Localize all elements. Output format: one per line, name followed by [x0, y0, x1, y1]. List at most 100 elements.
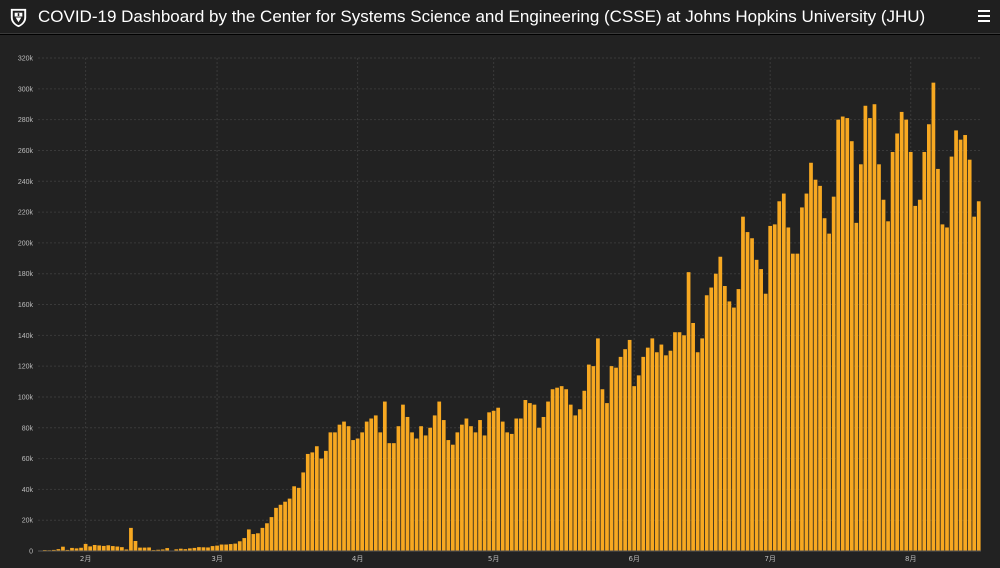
- bar[interactable]: [722, 286, 727, 551]
- bar[interactable]: [292, 486, 297, 551]
- bar[interactable]: [668, 350, 673, 551]
- bar[interactable]: [500, 421, 505, 551]
- bar[interactable]: [954, 130, 958, 551]
- bar[interactable]: [609, 366, 614, 552]
- bar[interactable]: [645, 347, 650, 551]
- bar[interactable]: [958, 139, 963, 551]
- bar[interactable]: [110, 546, 115, 551]
- bar[interactable]: [228, 544, 233, 551]
- bar[interactable]: [246, 529, 251, 551]
- bar[interactable]: [913, 205, 918, 551]
- bar[interactable]: [405, 416, 410, 551]
- bar[interactable]: [333, 432, 337, 551]
- hamburger-menu-icon[interactable]: [976, 7, 992, 25]
- bar[interactable]: [568, 404, 573, 551]
- bar[interactable]: [287, 498, 292, 551]
- bar[interactable]: [210, 546, 215, 551]
- bar[interactable]: [727, 301, 732, 551]
- bar[interactable]: [428, 427, 433, 551]
- bar[interactable]: [627, 339, 632, 551]
- bar[interactable]: [138, 547, 142, 551]
- bar[interactable]: [364, 421, 369, 551]
- bar[interactable]: [895, 133, 899, 551]
- bar[interactable]: [736, 289, 741, 551]
- bar[interactable]: [106, 545, 111, 551]
- bar[interactable]: [650, 338, 655, 551]
- bar[interactable]: [854, 222, 859, 551]
- bar[interactable]: [278, 504, 283, 551]
- bar[interactable]: [732, 307, 736, 551]
- bar[interactable]: [242, 538, 247, 551]
- bar[interactable]: [74, 548, 79, 551]
- bar[interactable]: [582, 390, 587, 551]
- bar[interactable]: [908, 151, 913, 551]
- bar[interactable]: [713, 273, 718, 551]
- bar[interactable]: [88, 546, 92, 551]
- bar[interactable]: [183, 549, 188, 551]
- bar[interactable]: [759, 269, 763, 551]
- bar[interactable]: [818, 185, 822, 551]
- bar[interactable]: [414, 438, 419, 551]
- bar[interactable]: [441, 420, 446, 551]
- bar[interactable]: [396, 426, 401, 551]
- bar[interactable]: [831, 196, 836, 551]
- bar[interactable]: [206, 547, 210, 551]
- bar[interactable]: [849, 141, 854, 551]
- bar[interactable]: [101, 545, 106, 551]
- bar[interactable]: [704, 295, 709, 551]
- bar[interactable]: [750, 238, 754, 551]
- bar[interactable]: [518, 418, 523, 551]
- bar[interactable]: [509, 433, 514, 551]
- bar[interactable]: [840, 116, 845, 551]
- bar[interactable]: [691, 322, 695, 551]
- bar[interactable]: [695, 352, 700, 551]
- bar[interactable]: [859, 164, 863, 552]
- bar[interactable]: [70, 547, 74, 551]
- bar[interactable]: [174, 549, 179, 551]
- bar[interactable]: [899, 111, 904, 552]
- bar[interactable]: [795, 253, 800, 551]
- bar[interactable]: [813, 179, 818, 551]
- bar[interactable]: [781, 193, 786, 551]
- bar[interactable]: [337, 424, 342, 551]
- bar[interactable]: [881, 199, 886, 552]
- bar[interactable]: [623, 349, 627, 551]
- bar[interactable]: [215, 545, 219, 551]
- bar[interactable]: [351, 440, 355, 551]
- bar[interactable]: [800, 207, 804, 551]
- bar[interactable]: [346, 426, 351, 551]
- bar[interactable]: [868, 118, 872, 551]
- bar[interactable]: [360, 432, 365, 551]
- bar[interactable]: [605, 403, 609, 551]
- bar[interactable]: [256, 533, 260, 551]
- bar[interactable]: [373, 415, 378, 551]
- bar[interactable]: [550, 389, 555, 551]
- bar[interactable]: [437, 401, 442, 551]
- bar[interactable]: [419, 426, 423, 551]
- bar[interactable]: [455, 432, 460, 551]
- bar[interactable]: [827, 233, 831, 551]
- bar[interactable]: [768, 225, 773, 551]
- bar[interactable]: [532, 404, 537, 551]
- bar[interactable]: [274, 507, 278, 551]
- bar[interactable]: [237, 541, 242, 551]
- bar[interactable]: [487, 412, 491, 551]
- bar[interactable]: [809, 162, 813, 551]
- bar[interactable]: [936, 168, 940, 551]
- bar[interactable]: [446, 440, 451, 551]
- bar[interactable]: [319, 458, 324, 551]
- bar[interactable]: [296, 487, 301, 551]
- bar[interactable]: [682, 335, 686, 551]
- bar[interactable]: [890, 151, 895, 551]
- bar[interactable]: [269, 517, 274, 551]
- bar[interactable]: [596, 338, 600, 551]
- bar[interactable]: [845, 118, 850, 551]
- bar[interactable]: [537, 427, 541, 551]
- bar[interactable]: [97, 545, 102, 551]
- bar[interactable]: [460, 424, 464, 551]
- bar[interactable]: [56, 549, 61, 551]
- bar[interactable]: [836, 119, 841, 552]
- bar[interactable]: [310, 452, 315, 551]
- bar[interactable]: [328, 432, 333, 551]
- bar[interactable]: [777, 201, 782, 551]
